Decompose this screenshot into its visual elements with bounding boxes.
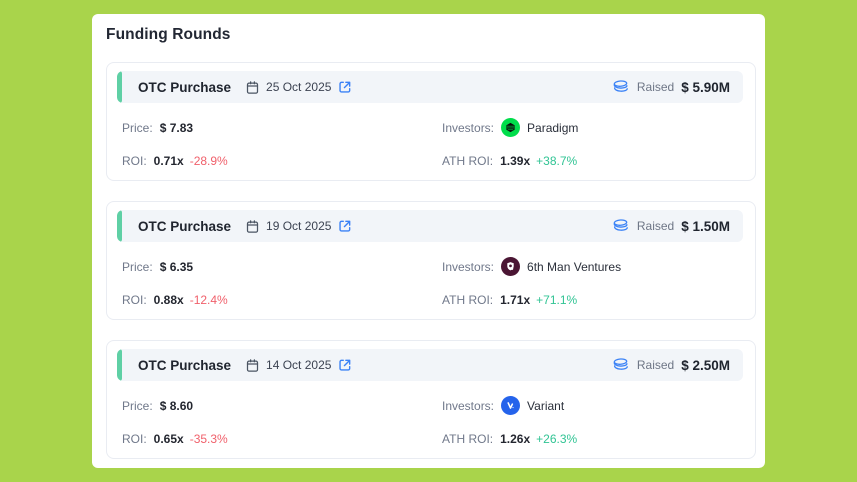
calendar-icon [245,219,260,234]
price-value: $ 8.60 [159,398,194,413]
investor-name[interactable]: Paradigm [527,120,579,135]
ath-roi-multiple: 1.71x [500,293,531,307]
roi-cell: ROI: 0.71x -28.9% [122,154,442,168]
roi-multiple: 0.88x [153,293,184,307]
raised-label: Raised [636,80,675,94]
coins-icon [611,79,630,96]
ath-roi-multiple: 1.39x [500,154,531,168]
ath-roi-label: ATH ROI: [442,432,494,446]
round-date: 19 Oct 2025 [266,219,332,233]
investor-logo[interactable] [501,257,521,276]
funding-round-card: OTC Purchase 19 Oct 2025 [106,201,756,320]
calendar-icon [245,80,260,95]
card-row-bottom: ROI: 0.71x -28.9% ATH ROI: 1.39x +38.7% [122,154,743,168]
roi-cell: ROI: 0.88x -12.4% [122,293,442,307]
ath-roi-cell: ATH ROI: 1.71x +71.1% [442,293,743,307]
card-body: Price: $ 8.60 Investors: Variant ROI: 0.… [117,381,743,446]
raised-label: Raised [636,358,675,372]
roi-change: -28.9% [189,154,228,168]
round-type: OTC Purchase [138,357,232,373]
investor-logo[interactable] [501,396,521,415]
roi-cell: ROI: 0.65x -35.3% [122,432,442,446]
roi-change: -35.3% [189,432,228,446]
roi-label: ROI: [122,293,147,307]
round-date: 14 Oct 2025 [266,358,332,372]
ath-roi-change: +26.3% [536,432,578,446]
investors-label: Investors: [442,259,495,274]
external-link-icon[interactable] [338,219,352,233]
roi-label: ROI: [122,154,147,168]
card-row-top: Price: $ 6.35 Investors: 6th Man Venture… [122,257,743,276]
calendar-icon [245,358,260,373]
ath-roi-cell: ATH ROI: 1.39x +38.7% [442,154,743,168]
raised-amount: $ 5.90M [681,79,730,95]
price-label: Price: [122,120,153,135]
external-link-icon[interactable] [338,80,352,94]
funding-round-card: OTC Purchase 25 Oct 2025 [106,62,756,181]
price-cell: Price: $ 6.35 [122,260,442,274]
ath-roi-change: +38.7% [536,154,578,168]
raised-amount: $ 2.50M [681,357,730,373]
round-date: 25 Oct 2025 [266,80,332,94]
card-row-top: Price: $ 7.83 Investors: Paradigm [122,118,743,137]
investors-label: Investors: [442,398,495,413]
price-cell: Price: $ 7.83 [122,121,442,135]
card-row-top: Price: $ 8.60 Investors: Variant [122,396,743,415]
accent-bar [117,349,122,381]
ath-roi-cell: ATH ROI: 1.26x +26.3% [442,432,743,446]
raised-amount: $ 1.50M [681,218,730,234]
investors-label: Investors: [442,120,495,135]
ath-roi-change: +71.1% [536,293,578,307]
roi-label: ROI: [122,432,147,446]
ath-roi-label: ATH ROI: [442,293,494,307]
round-type: OTC Purchase [138,218,232,234]
accent-bar [117,71,122,103]
card-header: OTC Purchase 14 Oct 2025 [117,349,743,381]
card-row-bottom: ROI: 0.88x -12.4% ATH ROI: 1.71x +71.1% [122,293,743,307]
price-label: Price: [122,259,153,274]
page-title: Funding Rounds [106,26,231,43]
ath-roi-label: ATH ROI: [442,154,494,168]
investors-cell: Investors: Paradigm [442,118,743,137]
card-row-bottom: ROI: 0.65x -35.3% ATH ROI: 1.26x +26.3% [122,432,743,446]
investor-name[interactable]: 6th Man Ventures [527,259,622,274]
coins-icon [611,357,630,374]
price-value: $ 7.83 [159,120,194,135]
investors-cell: Investors: Variant [442,396,743,415]
investors-cell: Investors: 6th Man Ventures [442,257,743,276]
round-type: OTC Purchase [138,79,232,95]
card-header: OTC Purchase 19 Oct 2025 [117,210,743,242]
card-body: Price: $ 7.83 Investors: Paradigm ROI: 0… [117,103,743,168]
investor-logo[interactable] [501,118,521,137]
price-cell: Price: $ 8.60 [122,399,442,413]
roi-change: -12.4% [189,293,228,307]
price-label: Price: [122,398,153,413]
funding-rounds-list: OTC Purchase 25 Oct 2025 [106,62,756,459]
price-value: $ 6.35 [159,259,194,274]
investor-name[interactable]: Variant [527,398,565,413]
funding-rounds-panel: Funding Rounds OTC Purchase 25 Oct 2025 [92,14,765,468]
external-link-icon[interactable] [338,358,352,372]
roi-multiple: 0.71x [153,154,184,168]
card-body: Price: $ 6.35 Investors: 6th Man Venture… [117,242,743,307]
card-header: OTC Purchase 25 Oct 2025 [117,71,743,103]
raised-label: Raised [636,219,675,233]
funding-round-card: OTC Purchase 14 Oct 2025 [106,340,756,459]
accent-bar [117,210,122,242]
ath-roi-multiple: 1.26x [500,432,531,446]
roi-multiple: 0.65x [153,432,184,446]
coins-icon [611,218,630,235]
